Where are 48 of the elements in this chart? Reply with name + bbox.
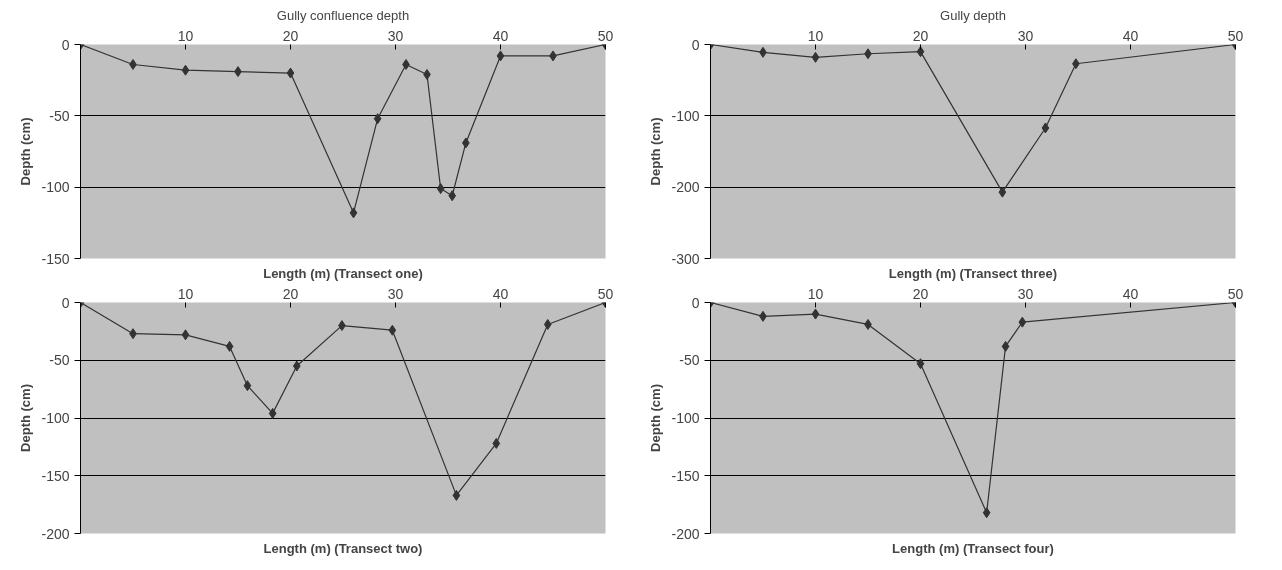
y-tick-label: 0 [691,294,700,311]
y-axis-title: Depth (cm) [18,117,34,186]
y-tick-label: 0 [61,294,70,311]
x-tick-label: 20 [282,285,299,302]
y-tick-label: -200 [41,525,70,542]
y-tick-label: -100 [671,107,700,124]
y-tick-label: -150 [41,250,70,267]
y-tick-label: -200 [671,525,700,542]
x-tick-label: 20 [282,27,299,44]
x-tick-label: 10 [177,285,194,302]
y-tick-label: -50 [49,352,70,369]
x-tick-label: 30 [1017,285,1034,302]
x-tick-label: 20 [912,285,929,302]
x-tick-label: 40 [492,27,509,44]
x-tick-label: 10 [807,285,824,302]
x-tick-label: 10 [807,27,824,44]
x-tick-label: 40 [1122,285,1139,302]
x-axis-title: Length (m) (Transect one) [263,265,423,281]
x-tick-label: 50 [1227,285,1244,302]
y-tick-label: 0 [691,36,700,53]
y-tick-label: -100 [671,410,700,426]
y-tick-label: -100 [41,179,70,196]
y-tick-label: -100 [41,410,70,426]
x-tick-label: 30 [387,285,404,302]
y-tick-label: -200 [671,179,700,196]
x-tick-label: 50 [597,285,614,302]
y-axis-title: Depth (cm) [648,384,664,452]
x-axis-title: Length (m) (Transect four) [892,540,1054,556]
x-tick-label: 30 [1017,27,1034,44]
x-tick-label: 40 [1122,27,1139,44]
chart-title: Gully confluence depth [276,7,410,23]
y-tick-label: -50 [49,107,70,124]
x-tick-label: 30 [387,27,404,44]
y-axis-title: Depth (cm) [648,117,664,186]
y-axis-title: Depth (cm) [18,384,34,452]
y-tick-label: -300 [671,250,700,267]
x-tick-label: 20 [912,27,929,44]
x-tick-label: 50 [597,27,614,44]
y-tick-label: -150 [671,467,700,484]
y-tick-label: -150 [41,467,70,484]
x-tick-label: 10 [177,27,194,44]
y-tick-label: 0 [61,36,70,53]
x-tick-label: 40 [492,285,509,302]
x-axis-title: Length (m) (Transect three) [888,265,1058,281]
chart-title: Gully depth [940,7,1006,23]
x-axis-title: Length (m) (Transect two) [263,540,423,556]
y-tick-label: -50 [679,352,700,369]
x-tick-label: 50 [1227,27,1244,44]
